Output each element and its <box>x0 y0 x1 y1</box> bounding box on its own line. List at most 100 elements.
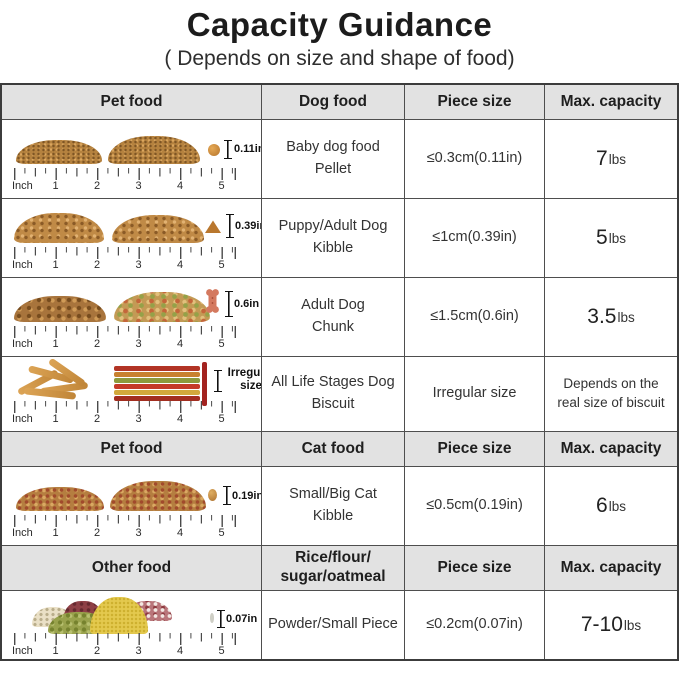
capacity-table: Pet food Dog food Piece size Max. capaci… <box>0 83 679 661</box>
ruler-label: 5 <box>218 645 225 657</box>
size-measure-bracket-icon <box>225 291 233 317</box>
size-measure-bracket-icon <box>217 610 225 628</box>
header-pet-food: Pet food <box>2 432 262 466</box>
inch-ruler: Inch 1 2 3 4 5 <box>12 401 242 427</box>
food-name: Powder/Small Piece <box>262 591 405 659</box>
cat-kibble-pile-image <box>110 481 206 511</box>
piece-size-value: Irregular size <box>405 357 545 431</box>
table-row-dog-biscuit: Irregular size Inch 1 2 3 4 5 All Life Stages… <box>2 357 677 432</box>
max-capacity-value: 5 lbs <box>596 226 626 249</box>
header-dog-food: Dog food <box>262 85 405 119</box>
ruler-label: 3 <box>135 259 142 271</box>
ruler-label: Inch <box>12 645 33 657</box>
kibble-pile-image <box>14 213 104 243</box>
ruler-label: 3 <box>135 180 142 192</box>
kibble-piece-icon <box>205 220 221 233</box>
food-sample-cell: 0.07in Inch 1 2 3 4 5 <box>2 591 262 659</box>
max-capacity-value: Depends on the real size of biscuit <box>557 376 665 410</box>
ruler-label: Inch <box>12 259 33 271</box>
ruler-label: 4 <box>176 413 184 425</box>
header-piece-size: Piece size <box>405 432 545 466</box>
inch-ruler: Inch 1 2 3 4 5 <box>12 633 242 659</box>
table-header-other-food: Other food Rice/flour/ sugar/oatmeal Pie… <box>2 546 677 591</box>
ruler-label: 3 <box>135 338 142 350</box>
piece-size-value: ≤0.5cm(0.19in) <box>405 467 545 545</box>
size-measure-bracket-icon <box>223 486 231 505</box>
header-other-food: Other food <box>2 546 262 590</box>
header-max-capacity: Max. capacity <box>545 85 677 119</box>
chunk-pile-image <box>14 296 106 322</box>
piece-size-callout: 0.19in <box>232 490 262 502</box>
pellet-pile-image <box>16 140 102 164</box>
table-row-baby-pellet: 0.11in Inch 1 2 3 4 5 Baby dog food Pellet ≤0… <box>2 120 677 199</box>
table-header-cat-food: Pet food Cat food Piece size Max. capaci… <box>2 432 677 467</box>
food-sample-cell: 0.11in Inch 1 2 3 4 5 <box>2 120 262 198</box>
ruler-label: 3 <box>135 645 142 657</box>
food-name: Small/Big Cat Kibble <box>262 467 405 545</box>
piece-size-value: ≤0.3cm(0.11in) <box>405 120 545 198</box>
table-header-dog-food: Pet food Dog food Piece size Max. capaci… <box>2 85 677 120</box>
ruler-label: Inch <box>12 527 33 539</box>
ruler-label: 2 <box>93 527 101 539</box>
grain-piece-icon <box>210 613 214 623</box>
header-max-capacity: Max. capacity <box>545 546 677 590</box>
table-row-powder: 0.07in Inch 1 2 3 4 5 Powder/Small Piece ≤0.2… <box>2 591 677 659</box>
piece-size-value: ≤1cm(0.39in) <box>405 199 545 277</box>
max-capacity-value: 7-10 lbs <box>580 613 642 636</box>
pellet-pile-image <box>108 136 200 164</box>
pellet-piece-icon <box>208 144 220 156</box>
ruler-label: Inch <box>12 180 33 192</box>
food-name: Puppy/Adult Dog Kibble <box>262 199 405 277</box>
inch-ruler: Inch 1 2 3 4 5 <box>12 326 242 352</box>
piece-size-value: ≤1.5cm(0.6in) <box>405 278 545 356</box>
header-cat-food: Cat food <box>262 432 405 466</box>
cat-kibble-pile-image <box>16 487 104 511</box>
powder-mound-image <box>90 597 148 634</box>
table-row-adult-chunk: 0.6in Inch 1 2 3 4 5 Adult Dog Chunk ≤1.5cm(0… <box>2 278 677 357</box>
header-pet-food: Pet food <box>2 85 262 119</box>
ruler-label: 3 <box>135 527 142 539</box>
ruler-label: 1 <box>52 413 59 425</box>
bone-treat-icon <box>205 289 220 318</box>
ruler-label: Inch <box>12 413 33 425</box>
mixed-chunk-pile-image <box>114 292 210 322</box>
size-measure-bracket-icon <box>224 140 232 159</box>
ruler-label: 1 <box>52 645 59 657</box>
piece-size-value: ≤0.2cm(0.07in) <box>405 591 545 659</box>
page-title: Capacity Guidance <box>186 6 493 43</box>
ruler-label: 2 <box>93 338 101 350</box>
piece-size-callout: 0.07in <box>226 613 258 625</box>
max-capacity-value: 7 lbs <box>596 147 626 170</box>
ruler-label: 2 <box>93 645 101 657</box>
header-max-capacity: Max. capacity <box>545 432 677 466</box>
piece-size-callout: Irregular size <box>227 367 262 393</box>
ruler-label: 3 <box>135 413 142 425</box>
ruler-label: 1 <box>52 180 59 192</box>
food-sample-cell: 0.19in Inch 1 2 3 4 5 <box>2 467 262 545</box>
ruler-label: 5 <box>218 259 225 271</box>
inch-ruler: Inch 1 2 3 4 5 <box>12 515 242 541</box>
ruler-label: 4 <box>176 338 184 350</box>
ruler-label: 1 <box>52 259 59 271</box>
ruler-label: 4 <box>176 645 184 657</box>
ruler-label: 5 <box>218 413 225 425</box>
food-name: Adult Dog Chunk <box>262 278 405 356</box>
food-sample-cell: Irregular size Inch 1 2 3 4 5 <box>2 357 262 431</box>
ruler-label: 4 <box>176 180 184 192</box>
inch-ruler: Inch 1 2 3 4 5 <box>12 168 242 194</box>
header-rice-flour: Rice/flour/ sugar/oatmeal <box>262 546 405 590</box>
size-measure-bracket-icon <box>214 370 222 392</box>
ruler-label: 1 <box>52 527 59 539</box>
ruler-label: 5 <box>218 527 225 539</box>
piece-size-callout: 0.6in <box>234 298 260 310</box>
food-name: Baby dog food Pellet <box>262 120 405 198</box>
capacity-guidance-infographic: Capacity Guidance ( Depends on size and … <box>0 6 679 661</box>
food-sample-cell: 0.6in Inch 1 2 3 4 5 <box>2 278 262 356</box>
cat-kibble-piece-icon <box>208 489 217 501</box>
ruler-label: 2 <box>93 180 101 192</box>
table-row-cat-kibble: 0.19in Inch 1 2 3 4 5 Small/Big Cat Kibble ≤0… <box>2 467 677 546</box>
size-measure-bracket-icon <box>226 214 234 238</box>
food-name: All Life Stages Dog Biscuit <box>262 357 405 431</box>
max-capacity-value: 6 lbs <box>596 494 626 517</box>
